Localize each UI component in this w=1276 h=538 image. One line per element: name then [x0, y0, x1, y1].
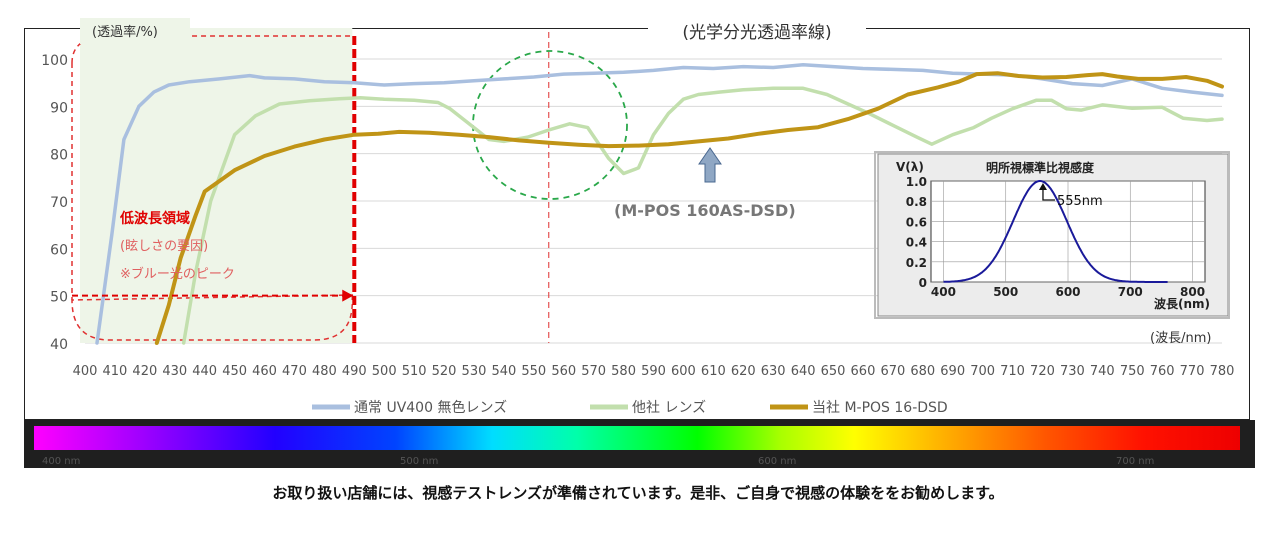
x-tick-label: 520 [432, 364, 457, 379]
x-tick-label: 400 [73, 364, 98, 379]
inset-y-tick: 0.4 [906, 236, 927, 250]
chart-frame [24, 28, 1250, 420]
inset-x-tick: 700 [1118, 285, 1143, 299]
x-tick-label: 410 [103, 364, 128, 379]
x-tick-label: 430 [162, 364, 187, 379]
inset-x-tick: 600 [1055, 285, 1080, 299]
series-line-3 [154, 71, 1224, 345]
inset-border [874, 151, 1230, 319]
inset-y-tick: 0.2 [906, 256, 927, 270]
inset-x-label: 波長(nm) [1154, 296, 1210, 311]
inset-title: 明所視標準比視感度 [986, 160, 1095, 175]
inset-peak-arrowhead [1038, 183, 1047, 190]
x-tick-label: 750 [1120, 364, 1145, 379]
level-arrow-head [342, 289, 354, 302]
x-tick-label: 670 [880, 364, 905, 379]
spectral-transmittance-chart: 40 50 60 70 80 90 100 低波長領域 (眩しさの要因) ※ブルー光のピーク (M-… [41, 18, 1235, 416]
spectrum-tick-label: 600 nm [758, 456, 796, 467]
x-tick-label: 600 [671, 364, 696, 379]
x-tick-label: 620 [731, 364, 756, 379]
x-tick-label: 500 [372, 364, 397, 379]
inset-peak-label: 555nm [1057, 194, 1103, 209]
x-tick-label: 700 [970, 364, 995, 379]
spectrum-tick-label: 700 nm [1116, 456, 1154, 467]
region-title: 低波長領域 [119, 210, 190, 227]
x-tick-label: 530 [462, 364, 487, 379]
inset-y-tick: 0.8 [906, 195, 927, 209]
x-tick-label: 760 [1150, 364, 1175, 379]
ylabel-backdrop [80, 18, 190, 44]
x-tick-label: 640 [791, 364, 816, 379]
footer-caption: お取り扱い店舗には、視感テストレンズが準備されています。是非、ご自身で視感の体験… [272, 484, 1004, 502]
x-tick-label: 490 [342, 364, 367, 379]
visible-spectrum-bar: 400 nm 500 nm 600 nm 700 nm [24, 420, 1255, 468]
x-tick-label: 480 [312, 364, 337, 379]
x-tick-label: 630 [761, 364, 786, 379]
x-tick-label: 660 [851, 364, 876, 379]
y-tick-label: 60 [50, 242, 68, 258]
x-tick-label: 770 [1180, 364, 1205, 379]
spectrum-tick-label: 400 nm [42, 456, 80, 467]
y-tick-label: 80 [50, 148, 68, 164]
y-tick-label: 40 [50, 337, 68, 353]
x-tick-label: 540 [491, 364, 516, 379]
inset-y-tick: 0 [919, 276, 927, 290]
x-tick-label: 590 [641, 364, 666, 379]
y-axis-label: (透過率/%) [92, 24, 158, 40]
x-tick-label: 680 [910, 364, 935, 379]
x-tick-label: 720 [1030, 364, 1055, 379]
x-tick-label: 420 [132, 364, 157, 379]
legend-label-3: 当社 M-POS 16-DSD [812, 400, 948, 416]
inset-x-tick: 500 [993, 285, 1018, 299]
region-subtitle-1: (眩しさの要因) [120, 238, 208, 254]
inset-y-label: V(λ) [896, 160, 924, 174]
x-tick-label: 730 [1060, 364, 1085, 379]
legend-label-2: 他社 レンズ [632, 400, 706, 416]
x-tick-label: 690 [940, 364, 965, 379]
product-label: (M-POS 160AS-DSD) [614, 201, 796, 220]
region-subtitle-2: ※ブルー光のピーク [120, 266, 235, 282]
short-wavelength-region-outline [71, 35, 354, 341]
spectrum-tick-label: 500 nm [400, 456, 438, 467]
title-backdrop [648, 20, 866, 42]
y-tick-label: 70 [50, 195, 68, 211]
inset-peak-arrow [1042, 186, 1055, 201]
chart-title: (光学分光透過率線) [682, 23, 831, 43]
inset-x-tick: 400 [931, 285, 956, 299]
y-tick-label: 90 [50, 100, 68, 116]
x-tick-label: 460 [252, 364, 277, 379]
x-tick-label: 650 [821, 364, 846, 379]
y-tick-label: 100 [41, 53, 68, 69]
x-tick-label: 710 [1000, 364, 1025, 379]
x-tick-label: 560 [551, 364, 576, 379]
x-tick-label: 510 [402, 364, 427, 379]
x-tick-label: 570 [581, 364, 606, 379]
product-pointer-arrow [698, 147, 722, 183]
y-tick-label: 50 [50, 290, 68, 306]
x-tick-label: 740 [1090, 364, 1115, 379]
x-axis-label: (波長/nm) [1150, 331, 1211, 346]
x-tick-label: 440 [192, 364, 217, 379]
inset-y-tick: 1.0 [906, 175, 927, 189]
photopic-inset: 400 500 600 700 800 1.0 0.8 0.6 0.4 0.2 0 555nm 明所視標… [874, 151, 1230, 319]
x-tick-label: 780 [1210, 364, 1235, 379]
inset-y-tick: 0.6 [906, 215, 927, 229]
series-line-2 [181, 86, 1224, 345]
x-tick-label: 450 [222, 364, 247, 379]
x-tick-label: 580 [611, 364, 636, 379]
x-tick-label: 550 [521, 364, 546, 379]
x-tick-label: 470 [282, 364, 307, 379]
inset-x-tick: 800 [1180, 285, 1205, 299]
legend-label-1: 通常 UV400 無色レンズ [354, 399, 507, 416]
x-tick-label: 610 [701, 364, 726, 379]
photopic-curve [943, 180, 1168, 283]
spectrum-gradient-band [34, 426, 1240, 450]
